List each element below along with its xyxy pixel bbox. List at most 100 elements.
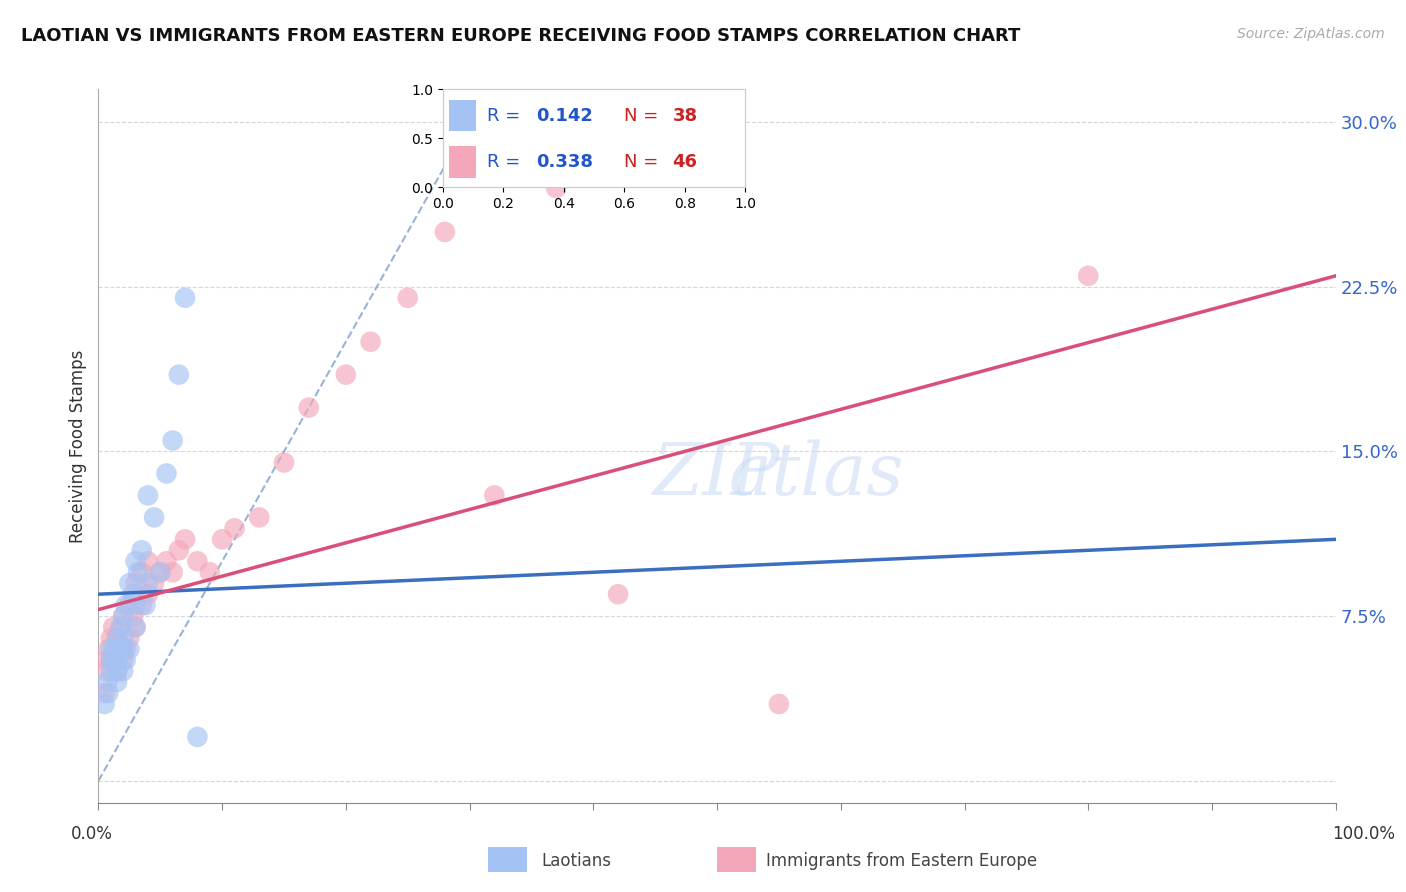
Point <box>186 554 208 568</box>
Bar <box>449 100 477 131</box>
Point <box>155 467 177 481</box>
Point <box>94 664 117 678</box>
Point <box>100 653 122 667</box>
Point <box>112 609 135 624</box>
Point <box>143 576 166 591</box>
Point <box>93 697 115 711</box>
Point <box>105 653 128 667</box>
Text: LAOTIAN VS IMMIGRANTS FROM EASTERN EUROPE RECEIVING FOOD STAMPS CORRELATION CHAR: LAOTIAN VS IMMIGRANTS FROM EASTERN EUROP… <box>21 27 1021 45</box>
Point <box>131 598 153 612</box>
Point <box>118 631 141 645</box>
Point <box>162 566 184 580</box>
Point <box>136 576 159 591</box>
Point <box>607 587 630 601</box>
Point <box>100 664 122 678</box>
Point <box>112 642 135 657</box>
Text: 0.338: 0.338 <box>537 153 593 170</box>
Text: 0.142: 0.142 <box>537 107 593 125</box>
Point <box>131 566 153 580</box>
Point <box>768 697 790 711</box>
Point <box>247 510 270 524</box>
Point <box>174 291 197 305</box>
Point <box>484 488 506 502</box>
Point <box>105 664 128 678</box>
Point <box>110 620 132 634</box>
Point <box>105 631 128 645</box>
Point <box>118 576 141 591</box>
Point <box>136 587 159 601</box>
Point <box>97 686 120 700</box>
Text: 46: 46 <box>672 153 697 170</box>
Point <box>110 642 132 657</box>
Text: Laotians: Laotians <box>541 852 612 870</box>
Text: 0.0%: 0.0% <box>70 825 112 843</box>
Point <box>433 225 456 239</box>
Point <box>122 587 145 601</box>
Point <box>122 609 145 624</box>
Point <box>186 730 208 744</box>
Point <box>103 653 125 667</box>
Text: N =: N = <box>624 153 664 170</box>
Point <box>100 653 122 667</box>
Point <box>1077 268 1099 283</box>
Point <box>110 642 132 657</box>
Point <box>103 642 125 657</box>
Point <box>105 664 128 678</box>
Text: R =: R = <box>486 153 526 170</box>
Point <box>118 598 141 612</box>
Point <box>149 566 172 580</box>
Point <box>100 642 122 657</box>
Point <box>211 533 233 547</box>
Point <box>96 675 118 690</box>
Point <box>114 653 136 667</box>
Point <box>112 609 135 624</box>
Text: R =: R = <box>486 107 526 125</box>
Point <box>124 554 146 568</box>
Point <box>546 181 568 195</box>
Point <box>335 368 357 382</box>
Point <box>134 598 156 612</box>
Point <box>103 620 125 634</box>
Point <box>105 631 128 645</box>
Text: N =: N = <box>624 107 664 125</box>
Point <box>136 488 159 502</box>
Point <box>124 620 146 634</box>
Text: 100.0%: 100.0% <box>1333 825 1395 843</box>
Point <box>167 543 190 558</box>
Text: Immigrants from Eastern Europe: Immigrants from Eastern Europe <box>766 852 1038 870</box>
Point <box>114 598 136 612</box>
Point <box>124 620 146 634</box>
Text: 38: 38 <box>672 107 697 125</box>
Point <box>100 631 122 645</box>
Point <box>124 598 146 612</box>
Text: atlas: atlas <box>728 439 904 510</box>
Point <box>224 521 246 535</box>
Point <box>131 543 153 558</box>
Point <box>198 566 221 580</box>
Point <box>112 664 135 678</box>
Text: ZIP: ZIP <box>654 439 780 510</box>
Point <box>149 566 172 580</box>
Point <box>93 686 115 700</box>
Point <box>110 620 132 634</box>
Point <box>114 642 136 657</box>
Bar <box>449 146 477 178</box>
Point <box>155 554 177 568</box>
Point <box>396 291 419 305</box>
Point <box>124 576 146 591</box>
Point <box>167 368 190 382</box>
Point <box>273 455 295 469</box>
Point <box>136 554 159 568</box>
Point <box>174 533 197 547</box>
Point <box>112 653 135 667</box>
Point <box>97 642 120 657</box>
Point <box>118 642 141 657</box>
Point <box>143 510 166 524</box>
Point <box>162 434 184 448</box>
Point <box>112 631 135 645</box>
Point <box>105 675 128 690</box>
Point <box>127 566 149 580</box>
Point <box>103 653 125 667</box>
Point <box>96 653 118 667</box>
Point <box>298 401 321 415</box>
